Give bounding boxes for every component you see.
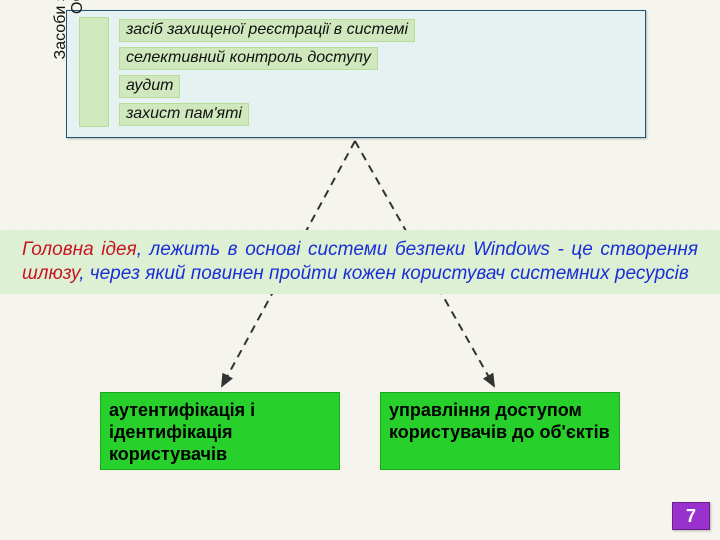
bottom-box-access: управління доступом користувачів до об'є… xyxy=(380,392,620,470)
page-number-badge: 7 xyxy=(672,502,710,530)
main-idea-band: Головна ідея, лежить в основі системи бе… xyxy=(0,230,720,294)
os-protection-panel: Засоби захисту ОС засіб захищеної реєстр… xyxy=(66,10,646,138)
os-protection-item-1: засіб захищеної реєстрації в системі xyxy=(119,19,415,42)
os-protection-item-2: селективний контроль доступу xyxy=(119,47,378,70)
os-protection-title: Засоби захисту ОС xyxy=(52,0,86,60)
main-idea-emph1: Головна ідея xyxy=(22,239,137,260)
os-protection-item-4: захист пам'яті xyxy=(119,103,249,126)
os-protection-item-3: аудит xyxy=(119,75,180,98)
bottom-box-auth: аутентифікація і ідентифікація користува… xyxy=(100,392,340,470)
main-idea-part2: , через який повинен пройти кожен корист… xyxy=(79,263,689,284)
os-protection-title-box: Засоби захисту ОС xyxy=(79,17,109,127)
main-idea-emph2: шлюзу xyxy=(22,263,79,284)
main-idea-part1: , лежить в основі системи безпеки Window… xyxy=(137,239,698,260)
